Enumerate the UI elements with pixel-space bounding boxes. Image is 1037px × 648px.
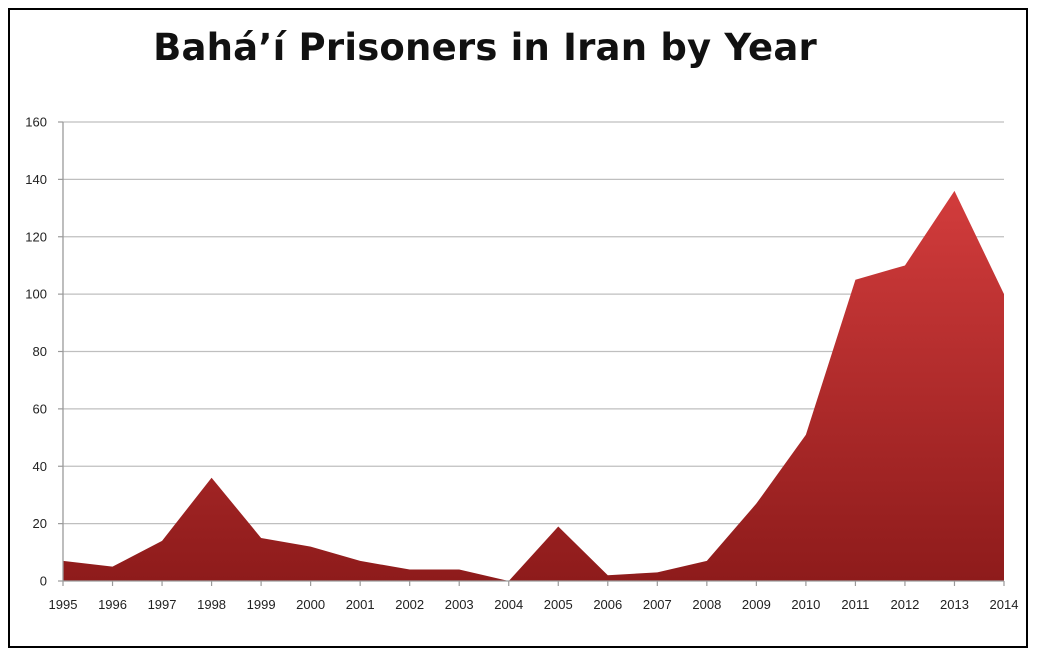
- x-tick-label: 2003: [445, 597, 474, 612]
- x-tick-label: 2014: [990, 597, 1019, 612]
- y-tick-label: 40: [33, 459, 47, 474]
- x-tick-label: 2011: [841, 597, 869, 612]
- x-tick-label: 1999: [247, 597, 276, 612]
- x-tick-label: 2000: [296, 597, 325, 612]
- x-tick-label: 2006: [593, 597, 622, 612]
- x-tick-label: 2012: [890, 597, 919, 612]
- x-tick-labels: 1995 1996 1997 1998 1999 2000 2001 2002 2003 2004…: [49, 597, 1019, 612]
- y-tick-label: 100: [25, 287, 47, 302]
- x-tick-label: 2009: [742, 597, 771, 612]
- y-tick-label: 140: [25, 172, 47, 187]
- x-tick-label: 1998: [197, 597, 226, 612]
- y-tick-label: 120: [25, 229, 47, 244]
- area-fill: [63, 191, 1004, 581]
- x-tick-label: 1996: [98, 597, 127, 612]
- x-tick-label: 2008: [692, 597, 721, 612]
- x-tick-label: 1995: [49, 597, 78, 612]
- y-tick-label: 80: [33, 344, 47, 359]
- x-tick-label: 2002: [395, 597, 424, 612]
- y-tick-label: 20: [33, 516, 47, 531]
- x-tick-label: 1997: [148, 597, 177, 612]
- x-tick-label: 2013: [940, 597, 969, 612]
- x-tick-label: 2001: [346, 597, 375, 612]
- x-tick-label: 2005: [544, 597, 573, 612]
- x-tick-label: 2004: [494, 597, 523, 612]
- y-tick-labels: 0 20 40 60 80 100 120 140 160: [25, 115, 47, 589]
- x-tick-label: 2010: [791, 597, 820, 612]
- y-tick-label: 0: [40, 574, 47, 589]
- area-series: [63, 191, 1004, 581]
- y-tick-label: 160: [25, 115, 47, 130]
- x-tick-label: 2007: [643, 597, 672, 612]
- y-tick-label: 60: [33, 401, 47, 416]
